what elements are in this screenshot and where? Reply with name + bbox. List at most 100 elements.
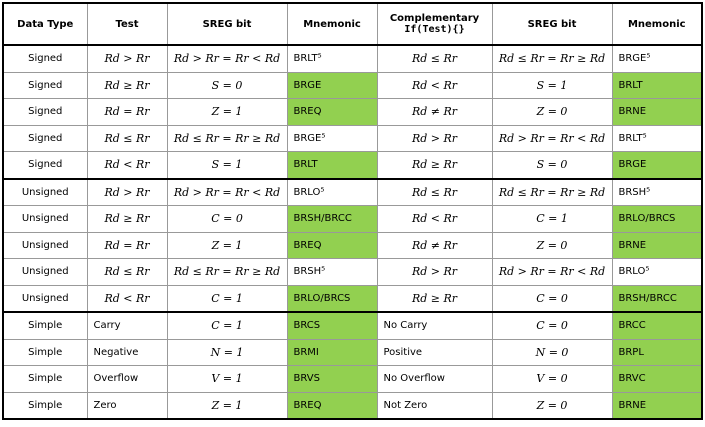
table-cell: Rd > Rr	[86, 44, 168, 73]
table-cell: BRLO/BRCS	[611, 205, 703, 233]
table-cell: Signed	[2, 124, 88, 152]
table-cell: BRVC	[611, 365, 703, 393]
table-cell: Rd ≤ Rr = Rr ≥ Rd	[491, 44, 613, 73]
table-body: Signed Rd > Rr Rd > Rr = Rr < Rd BRLT⁵ Rd ≤ …	[2, 44, 703, 420]
table-cell: C = 0	[491, 311, 613, 340]
table-row: Unsigned Rd ≥ Rr C = 0 BRSH/BRCC Rd < Rr C = …	[2, 205, 703, 233]
table-cell: Overflow	[86, 365, 168, 393]
table-row: Signed Rd = Rr Z = 1 BREQ Rd ≠ Rr Z = 0 BRNE	[2, 98, 703, 126]
table-cell: Unsigned	[2, 231, 88, 259]
table-cell: Positive	[376, 338, 493, 366]
table-cell: Carry	[86, 311, 168, 340]
table-cell: C = 1	[166, 284, 288, 313]
table-cell: BRLT	[286, 151, 378, 179]
table-cell: Rd < Rr	[376, 205, 493, 233]
table-row: Simple Negative N = 1 BRMI Positive N = 0 BRPL	[2, 338, 703, 366]
table-cell: BRNE	[611, 231, 703, 259]
table-cell: No Carry	[376, 311, 493, 340]
table-cell: S = 1	[491, 71, 613, 99]
header-cell: Mnemonic	[286, 2, 378, 46]
table-row: Unsigned Rd < Rr C = 1 BRLO/BRCS Rd ≥ Rr C = …	[2, 284, 703, 313]
table-cell: BREQ	[286, 231, 378, 259]
table-cell: Unsigned	[2, 258, 88, 286]
table-cell: Rd > Rr	[376, 258, 493, 286]
table-cell: BRGE	[611, 151, 703, 179]
table-cell: Rd ≥ Rr	[376, 151, 493, 179]
table-cell: Z = 1	[166, 98, 288, 126]
table-cell: Rd ≥ Rr	[86, 205, 168, 233]
table-cell: Rd < Rr	[86, 284, 168, 313]
table-cell: BRLT⁵	[611, 124, 703, 152]
table-cell: N = 0	[491, 338, 613, 366]
header-cell: SREG bit	[166, 2, 288, 46]
table-cell: Rd > Rr = Rr < Rd	[491, 258, 613, 286]
table-cell: Rd ≥ Rr	[86, 71, 168, 99]
table-cell: Signed	[2, 71, 88, 99]
table-cell: BRGE⁵	[611, 44, 703, 73]
table-cell: BRLO⁵	[286, 177, 378, 206]
table-row: Signed Rd ≥ Rr S = 0 BRGE Rd < Rr S = 1 BRLT	[2, 71, 703, 99]
table-cell: Z = 0	[491, 391, 613, 420]
table-cell: Rd ≤ Rr = Rr ≥ Rd	[166, 124, 288, 152]
table-row: Unsigned Rd ≤ Rr Rd ≤ Rr = Rr ≥ Rd BRSH⁵ Rd …	[2, 258, 703, 286]
table-cell: BRMI	[286, 338, 378, 366]
table-cell: Rd ≤ Rr = Rr ≥ Rd	[491, 177, 613, 206]
table-cell: Rd ≤ Rr = Rr ≥ Rd	[166, 258, 288, 286]
header-cell: Mnemonic	[611, 2, 703, 46]
table-cell: BRNE	[611, 391, 703, 420]
table-cell: Rd < Rr	[86, 151, 168, 179]
table-cell: BRSH⁵	[611, 177, 703, 206]
table-cell: Z = 1	[166, 231, 288, 259]
table-cell: Signed	[2, 44, 88, 73]
table-cell: S = 0	[166, 71, 288, 99]
header-text: Complementary	[389, 13, 480, 24]
table-cell: Rd ≥ Rr	[376, 284, 493, 313]
table-cell: Rd ≠ Rr	[376, 231, 493, 259]
header-row: Data Type Test SREG bit Mnemonic Complementa…	[2, 2, 703, 46]
table-cell: Rd = Rr	[86, 231, 168, 259]
table-cell: Rd ≤ Rr	[376, 177, 493, 206]
table-cell: Signed	[2, 98, 88, 126]
table-cell: BRLT⁵	[286, 44, 378, 73]
table-cell: Unsigned	[2, 284, 88, 313]
table-cell: Rd ≤ Rr	[376, 44, 493, 73]
table-cell: Unsigned	[2, 205, 88, 233]
header-cell: Complementary If(Test){}	[376, 2, 493, 46]
table-row: Unsigned Rd = Rr Z = 1 BREQ Rd ≠ Rr Z = 0 BRNE	[2, 231, 703, 259]
table-cell: Unsigned	[2, 177, 88, 206]
table-cell: Z = 0	[491, 98, 613, 126]
table-cell: BREQ	[286, 391, 378, 420]
table-cell: BRGE⁵	[286, 124, 378, 152]
table-cell: Z = 1	[166, 391, 288, 420]
table-row: Unsigned Rd > Rr Rd > Rr = Rr < Rd BRLO⁵ Rd …	[2, 177, 703, 206]
table-cell: Simple	[2, 338, 88, 366]
table-cell: Rd > Rr	[376, 124, 493, 152]
table-cell: BRNE	[611, 98, 703, 126]
table-cell: C = 0	[166, 205, 288, 233]
branch-table: Data Type Test SREG bit Mnemonic Complementa…	[2, 2, 703, 420]
table-cell: S = 0	[491, 151, 613, 179]
table-cell: Rd ≤ Rr	[86, 258, 168, 286]
table-cell: C = 1	[166, 311, 288, 340]
table-cell: Rd ≠ Rr	[376, 98, 493, 126]
table-row: Signed Rd < Rr S = 1 BRLT Rd ≥ Rr S = 0 BRGE	[2, 151, 703, 179]
table-cell: BRPL	[611, 338, 703, 366]
table-cell: BRCC	[611, 311, 703, 340]
table-cell: Rd > Rr = Rr < Rd	[166, 44, 288, 73]
table-cell: Rd > Rr	[86, 177, 168, 206]
table-cell: Simple	[2, 365, 88, 393]
table-cell: Rd > Rr = Rr < Rd	[166, 177, 288, 206]
table-cell: Signed	[2, 151, 88, 179]
table-cell: Simple	[2, 311, 88, 340]
table-cell: BRSH/BRCC	[286, 205, 378, 233]
header-cell: Test	[86, 2, 168, 46]
table-cell: BRVS	[286, 365, 378, 393]
table-cell: S = 1	[166, 151, 288, 179]
table-cell: N = 1	[166, 338, 288, 366]
table-row: Simple Carry C = 1 BRCS No Carry C = 0 BRCC	[2, 311, 703, 340]
table-cell: BRSH⁵	[286, 258, 378, 286]
table-cell: BREQ	[286, 98, 378, 126]
table-cell: V = 1	[166, 365, 288, 393]
